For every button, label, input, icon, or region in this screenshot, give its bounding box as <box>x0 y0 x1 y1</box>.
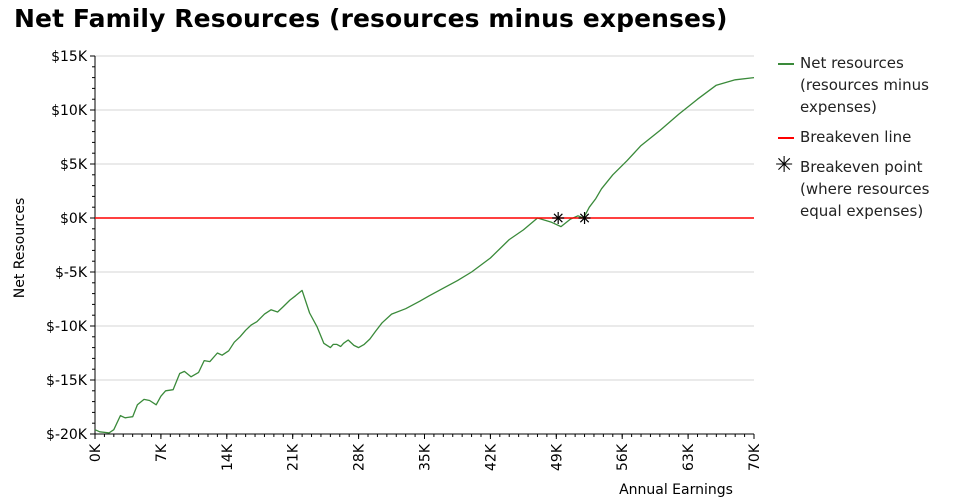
y-tick-label: $15K <box>51 49 88 65</box>
x-axis-tick-labels: 0K 7K 14K 21K 28K 35K 42K 49K 56K 63K 70K <box>88 443 763 471</box>
y-tick-label: $-15K <box>46 373 88 389</box>
grid-lines <box>95 55 754 435</box>
breakeven-point-marker <box>552 212 565 224</box>
x-tick-label: 49K <box>549 443 565 471</box>
y-axis-title: Net Resources <box>12 198 28 299</box>
legend-swatch-red-line <box>772 126 800 148</box>
y-tick-label: $10K <box>51 103 88 119</box>
legend-swatch-asterisk: ✳ <box>772 153 800 178</box>
y-tick-label: $-20K <box>46 427 88 443</box>
chart-title: Net Family Resources (resources minus ex… <box>14 4 728 33</box>
x-tick-label: 21K <box>286 443 302 471</box>
y-tick-label: $-5K <box>55 265 88 281</box>
series-layer <box>94 76 755 434</box>
x-axis-title: Annual Earnings <box>619 482 733 498</box>
y-tick-label: $0K <box>60 211 88 227</box>
legend-label-net-resources: Net resources (resources minus expenses) <box>800 54 929 116</box>
legend-label-breakeven-point: Breakeven point (where resources equal e… <box>800 158 930 220</box>
legend-label-breakeven-line: Breakeven line <box>800 128 912 146</box>
x-tick-label: 56K <box>615 443 631 471</box>
y-tick-label: $-10K <box>46 319 88 335</box>
asterisk-icon: ✳ <box>775 153 794 178</box>
breakeven-point-marker <box>578 212 591 224</box>
green-line-icon <box>778 63 794 65</box>
y-axis-tick-labels: $15K $10K $5K $0K $-5K $-10K $-15K $-20K <box>46 49 88 443</box>
axes <box>90 55 755 439</box>
x-tick-label: 63K <box>681 443 697 471</box>
legend-item-breakeven-line: Breakeven line <box>772 126 970 148</box>
x-tick-label: 70K <box>747 443 763 471</box>
x-tick-label: 0K <box>88 443 104 462</box>
legend-item-breakeven-point: ✳ Breakeven point (where resources equal… <box>772 153 970 222</box>
x-tick-label: 28K <box>352 443 368 471</box>
legend-item-net-resources: Net resources (resources minus expenses) <box>772 52 970 118</box>
x-tick-label: 35K <box>418 443 434 471</box>
legend: Net resources (resources minus expenses)… <box>772 52 970 230</box>
net-resources-line <box>94 76 755 434</box>
y-tick-label: $5K <box>60 157 88 173</box>
marker-stroke <box>579 213 590 223</box>
x-tick-label: 14K <box>220 443 236 471</box>
marker-stroke <box>553 213 563 223</box>
red-line-icon <box>778 137 794 139</box>
legend-swatch-green-line <box>772 52 800 74</box>
x-tick-label: 7K <box>154 443 170 462</box>
x-tick-label: 42K <box>483 443 499 471</box>
